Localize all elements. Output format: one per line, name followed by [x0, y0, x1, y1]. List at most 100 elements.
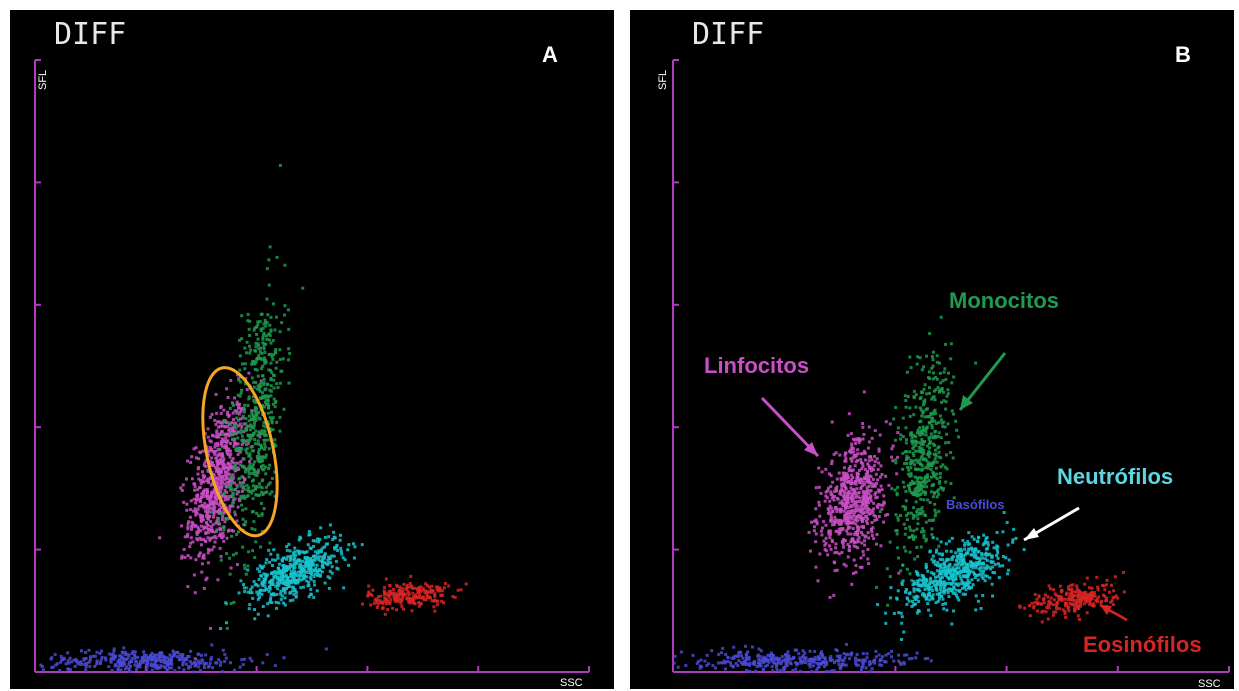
data-point — [970, 561, 974, 565]
data-point — [931, 417, 935, 421]
data-point — [953, 563, 957, 567]
data-point — [944, 542, 948, 546]
data-point — [838, 509, 842, 513]
data-point — [871, 477, 875, 481]
data-point — [897, 571, 901, 575]
data-point — [254, 540, 258, 544]
data-point — [215, 431, 219, 435]
data-point — [996, 556, 1000, 560]
data-point — [908, 550, 912, 554]
data-point — [748, 663, 752, 667]
data-point — [183, 535, 187, 539]
data-point — [152, 656, 156, 660]
data-point — [899, 569, 903, 573]
data-point — [206, 561, 210, 565]
data-point — [400, 596, 404, 600]
data-point — [902, 545, 906, 549]
data-point — [860, 467, 864, 471]
data-point — [770, 659, 774, 663]
data-point — [908, 355, 912, 359]
data-point — [269, 352, 273, 356]
data-point — [942, 585, 946, 589]
data-point — [220, 484, 224, 488]
data-point — [896, 455, 900, 459]
data-point — [382, 586, 386, 590]
data-point — [192, 509, 196, 513]
data-point — [144, 663, 148, 667]
data-point — [839, 478, 843, 482]
data-point — [352, 556, 356, 560]
data-point — [262, 580, 266, 584]
data-point — [925, 415, 929, 419]
data-point — [372, 601, 376, 605]
data-point — [246, 568, 250, 572]
data-point — [911, 516, 915, 520]
data-point — [829, 547, 833, 551]
data-point — [206, 504, 210, 508]
data-point — [206, 523, 210, 527]
data-point — [163, 657, 167, 661]
data-point — [292, 578, 296, 582]
data-point — [216, 425, 220, 429]
data-point — [200, 570, 204, 574]
data-point — [273, 664, 277, 668]
data-point — [210, 490, 214, 494]
data-point — [840, 658, 844, 662]
data-point — [257, 388, 261, 392]
data-point — [926, 498, 930, 502]
data-point — [254, 360, 258, 364]
data-point — [316, 557, 320, 561]
data-point — [112, 647, 116, 651]
data-point — [205, 576, 209, 580]
data-point — [917, 445, 921, 449]
data-point — [856, 458, 860, 462]
data-point — [902, 630, 906, 634]
data-point — [914, 435, 918, 439]
data-point — [286, 555, 290, 559]
data-point — [313, 569, 317, 573]
data-point — [847, 657, 851, 661]
data-point — [935, 563, 939, 567]
data-point — [921, 443, 925, 447]
data-point — [204, 662, 208, 666]
data-point — [419, 585, 423, 589]
data-point — [867, 459, 871, 463]
data-point — [329, 561, 333, 565]
data-point — [934, 586, 938, 590]
data-point — [845, 491, 849, 495]
data-point — [406, 585, 410, 589]
data-point — [258, 485, 262, 489]
data-point — [201, 449, 205, 453]
data-point — [932, 452, 936, 456]
data-point — [131, 650, 135, 654]
data-point — [965, 574, 969, 578]
data-point — [943, 425, 947, 429]
data-point — [938, 388, 942, 392]
data-point — [198, 551, 202, 555]
data-point — [985, 559, 989, 563]
data-point — [197, 457, 201, 461]
data-point — [907, 468, 911, 472]
data-point — [251, 497, 255, 501]
data-point — [188, 515, 192, 519]
data-point — [405, 584, 409, 588]
data-point — [396, 593, 400, 597]
data-point — [243, 567, 247, 571]
data-point — [921, 411, 925, 415]
data-point — [852, 487, 856, 491]
data-point — [307, 595, 311, 599]
data-point — [294, 595, 298, 599]
data-point — [296, 559, 300, 563]
data-point — [857, 441, 861, 445]
data-point — [390, 591, 394, 595]
data-point — [747, 656, 751, 660]
data-point — [934, 579, 938, 583]
data-point — [215, 502, 219, 506]
data-point — [242, 457, 246, 461]
data-point — [831, 658, 835, 662]
data-point — [219, 660, 223, 664]
data-point — [281, 586, 285, 590]
data-point — [202, 527, 206, 531]
data-point — [941, 379, 945, 383]
data-point — [256, 612, 260, 616]
